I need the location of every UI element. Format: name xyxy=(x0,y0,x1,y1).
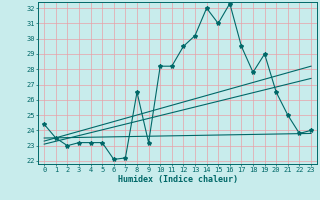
X-axis label: Humidex (Indice chaleur): Humidex (Indice chaleur) xyxy=(118,175,238,184)
